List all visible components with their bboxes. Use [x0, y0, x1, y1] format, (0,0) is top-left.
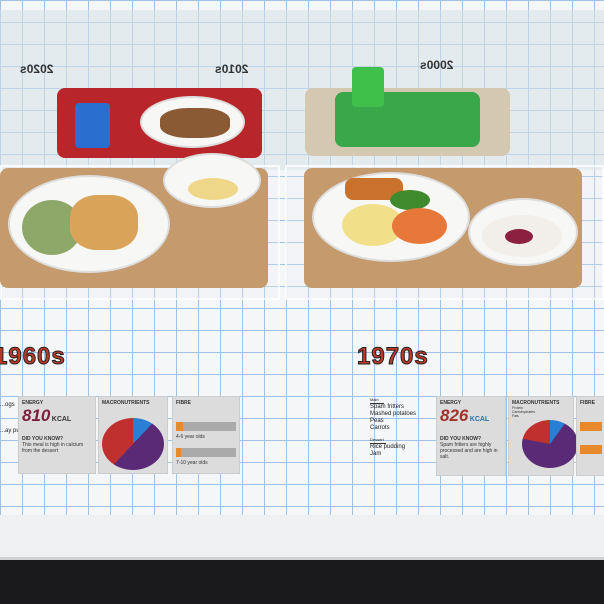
table-edge [0, 515, 604, 560]
green-cup [352, 67, 384, 107]
food [160, 108, 230, 138]
legend-carbohydrates: Carbohydrates [512, 410, 535, 414]
macro-title: MACRONUTRIENTS [102, 400, 150, 406]
fibre-title: FIBRE [176, 400, 191, 406]
did-you-know-text: Spam fritters are highly processed and a… [440, 442, 498, 460]
decade-label-1960s: 1960s [0, 343, 66, 371]
energy-panel: ENERGY 826 KCAL DID YOU KNOW? Spam fritt… [436, 396, 506, 476]
dessert-label: Dessert [370, 436, 386, 444]
fibre-bar [580, 445, 602, 454]
menu-fragment: ...ogs [0, 402, 15, 408]
menu-list: Main Spam fritters Mashed potatoes Peas … [370, 396, 430, 458]
legend-protein: Protein [512, 406, 524, 410]
did-you-know-title: DID YOU KNOW? [440, 436, 482, 442]
did-you-know-text: This meal is high in calcium from the de… [22, 442, 84, 454]
menu-item: Jam [370, 451, 382, 457]
peas [390, 190, 430, 210]
fibre-title: FIBRE [580, 400, 595, 406]
macronutrients-panel: MACRONUTRIENTS Protein Carbohydrates Fat… [508, 396, 578, 476]
fibre-bar [176, 422, 236, 431]
kcal-value: 826 [440, 406, 469, 425]
macro-title: MACRONUTRIENTS [512, 400, 560, 406]
decade-label-1970s: 1970s [357, 343, 429, 371]
dessert [188, 178, 238, 200]
menu-fragment: ...ay pudding [0, 428, 34, 434]
macronutrient-pie [102, 418, 164, 470]
fibre-panel: FIBRE [576, 396, 604, 476]
did-you-know-title: DID YOU KNOW? [22, 436, 64, 442]
legend-fats: Fats [512, 414, 519, 418]
macronutrients-panel: MACRONUTRIENTS [98, 396, 168, 474]
blue-cup [75, 103, 110, 148]
main-label: Main [370, 396, 384, 404]
kcal-unit: KCAL [51, 416, 72, 423]
menu-item: Rice pudding [370, 444, 406, 450]
menu-item: Peas [370, 418, 384, 424]
carrots [392, 208, 447, 244]
jam [505, 229, 533, 244]
energy-title: ENERGY [22, 400, 44, 406]
fibre-row-label: 4-6 year olds [176, 434, 205, 440]
energy-title: ENERGY [440, 400, 462, 406]
fibre-bar [580, 422, 602, 431]
menu-item: Carrots [370, 425, 390, 431]
back-label-2010s: 2010s [215, 62, 249, 76]
fibre-row-label: 7-10 year olds [176, 460, 208, 466]
spam-fritters [345, 178, 403, 200]
menu-item: Mashed potatoes [370, 411, 417, 417]
fibre-panel: FIBRE 4-6 year olds 7-10 year olds [172, 396, 240, 474]
energy-panel: ENERGY 810 KCAL DID YOU KNOW? This meal … [18, 396, 96, 474]
macronutrient-pie [522, 420, 578, 468]
kcal-value: 810 [22, 406, 51, 425]
fibre-bar [176, 448, 236, 457]
menu-item: Spam fritters [370, 404, 405, 410]
cottage-pie [70, 195, 138, 250]
back-label-2020s: 2020s [20, 62, 54, 76]
kcal-unit: KCAL [469, 416, 490, 423]
back-label-2000s: 2000s [420, 58, 454, 72]
